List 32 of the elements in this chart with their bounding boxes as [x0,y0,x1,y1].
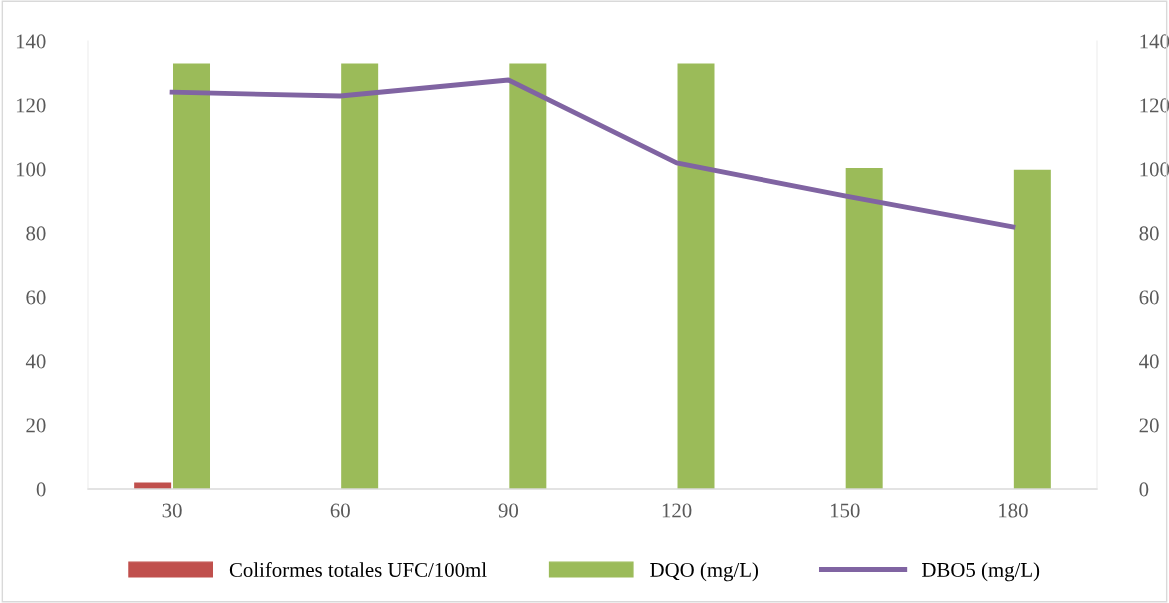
y-tick-label: 60 [26,290,46,305]
bar [1013,169,1051,489]
y2-tick-label: 120 [1140,98,1169,113]
y2-tick-label: 40 [1139,354,1159,369]
line-series [169,77,1016,230]
y-tick-label: 120 [16,98,46,113]
bar [173,63,210,489]
legend-label: DBO5 (mg/L) [922,562,1040,582]
y-tick-label: 40 [25,354,46,369]
y-tick-label: 0 [36,482,46,497]
y2-tick-label: 140 [1140,34,1169,49]
y2-tick-label: 60 [1139,290,1159,305]
x-tick-label: 90 [498,503,519,518]
y2-tick-label: 20 [1139,418,1159,433]
y2-tick-label: 0 [1139,482,1149,497]
x-tick-label: 120 [662,503,692,518]
y2-tick-label: 100 [1140,162,1169,177]
y-tick-label: 80 [26,226,46,241]
y2-tick-label: 80 [1139,226,1159,241]
legend-label: DQO (mg/L) [650,562,758,582]
y-tick-label: 100 [16,162,46,177]
y-tick-label: 20 [26,418,46,433]
legend-label: Coliformes totales UFC/100ml [229,562,487,577]
bar [677,63,715,489]
x-tick-label: 60 [330,503,350,518]
x-tick-label: 30 [162,503,182,518]
x-tick-label: 150 [830,503,860,518]
bar [509,63,547,489]
bar [341,63,379,489]
y-tick-label: 140 [16,34,46,49]
x-tick-label: 180 [999,503,1028,518]
bar [845,168,883,489]
